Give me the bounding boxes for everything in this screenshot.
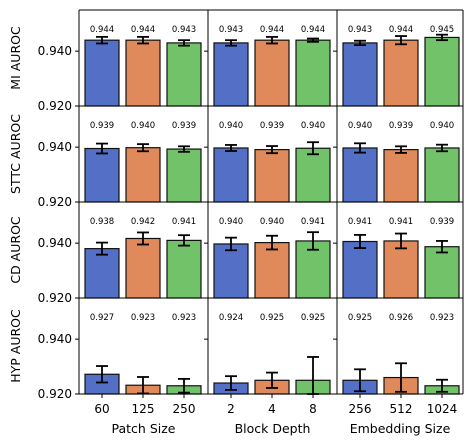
y-tick-label: 0.920 <box>38 387 72 401</box>
value-label: 0.944 <box>389 25 413 35</box>
value-label: 0.940 <box>260 217 284 227</box>
value-label: 0.923 <box>172 313 196 323</box>
bar <box>213 147 249 203</box>
value-label: 0.924 <box>219 313 243 323</box>
bar <box>213 42 249 107</box>
bar <box>166 239 202 299</box>
row-axis-label: MI AUROC <box>8 26 23 90</box>
value-label: 0.925 <box>260 313 284 323</box>
x-tick-label: 256 <box>349 402 372 416</box>
y-tick-label: 0.920 <box>38 99 72 113</box>
value-label: 0.939 <box>389 121 413 131</box>
bar <box>84 248 120 299</box>
bar <box>424 147 460 203</box>
x-tick-label: 125 <box>132 402 155 416</box>
value-label: 0.943 <box>348 25 372 35</box>
bar <box>383 240 419 299</box>
x-axis-label: Patch Size <box>112 421 176 436</box>
value-label: 0.939 <box>90 121 114 131</box>
value-label: 0.940 <box>219 217 243 227</box>
row-axis-label: HYP AUROC <box>8 309 23 383</box>
x-tick-label: 250 <box>173 402 196 416</box>
bar <box>342 147 378 203</box>
x-axis-label: Block Depth <box>235 421 311 436</box>
value-label: 0.944 <box>301 25 325 35</box>
value-label: 0.939 <box>260 121 284 131</box>
bar <box>342 240 378 299</box>
value-label: 0.923 <box>131 313 155 323</box>
value-label: 0.941 <box>172 217 196 227</box>
value-label: 0.938 <box>90 217 114 227</box>
value-label: 0.940 <box>219 121 243 131</box>
x-tick-label: 8 <box>309 402 317 416</box>
value-label: 0.942 <box>131 217 155 227</box>
value-label: 0.940 <box>301 121 325 131</box>
value-label: 0.941 <box>348 217 372 227</box>
bar <box>383 149 419 203</box>
bar <box>254 241 290 299</box>
x-tick-label: 4 <box>268 402 276 416</box>
bar <box>84 147 120 203</box>
value-label: 0.943 <box>172 25 196 35</box>
x-tick-label: 512 <box>390 402 413 416</box>
y-tick-label: 0.920 <box>38 195 72 209</box>
row-axis-label: CD AUROC <box>8 216 23 284</box>
value-label: 0.941 <box>389 217 413 227</box>
bar <box>84 39 120 107</box>
bar <box>166 42 202 107</box>
bar <box>254 149 290 203</box>
value-label: 0.939 <box>172 121 196 131</box>
bar <box>383 39 419 107</box>
value-label: 0.925 <box>348 313 372 323</box>
bar <box>295 147 331 203</box>
value-label: 0.940 <box>131 121 155 131</box>
bar <box>213 243 249 299</box>
bar <box>424 246 460 299</box>
value-label: 0.939 <box>430 217 454 227</box>
bar <box>254 39 290 107</box>
value-label: 0.926 <box>389 313 413 323</box>
bar <box>295 39 331 107</box>
bar <box>125 147 161 203</box>
y-tick-label: 0.940 <box>38 140 72 154</box>
value-label: 0.944 <box>90 25 114 35</box>
value-label: 0.940 <box>430 121 454 131</box>
bar <box>342 42 378 107</box>
bar <box>125 39 161 107</box>
value-label: 0.943 <box>219 25 243 35</box>
y-tick-label: 0.940 <box>38 332 72 346</box>
value-label: 0.940 <box>348 121 372 131</box>
value-label: 0.927 <box>90 313 114 323</box>
y-tick-label: 0.940 <box>38 44 72 58</box>
value-label: 0.945 <box>430 25 454 35</box>
value-label: 0.925 <box>301 313 325 323</box>
x-tick-label: 60 <box>94 402 109 416</box>
value-label: 0.944 <box>131 25 155 35</box>
x-tick-label: 1024 <box>427 402 458 416</box>
row-axis-label: STTC AUROC <box>8 114 23 194</box>
bar <box>424 36 460 107</box>
bar <box>125 237 161 299</box>
bar <box>166 148 202 203</box>
x-axis-label: Embedding Size <box>350 421 451 436</box>
y-tick-label: 0.920 <box>38 291 72 305</box>
value-label: 0.923 <box>430 313 454 323</box>
value-label: 0.944 <box>260 25 284 35</box>
x-tick-label: 2 <box>227 402 235 416</box>
value-label: 0.941 <box>301 217 325 227</box>
y-tick-label: 0.940 <box>38 236 72 250</box>
